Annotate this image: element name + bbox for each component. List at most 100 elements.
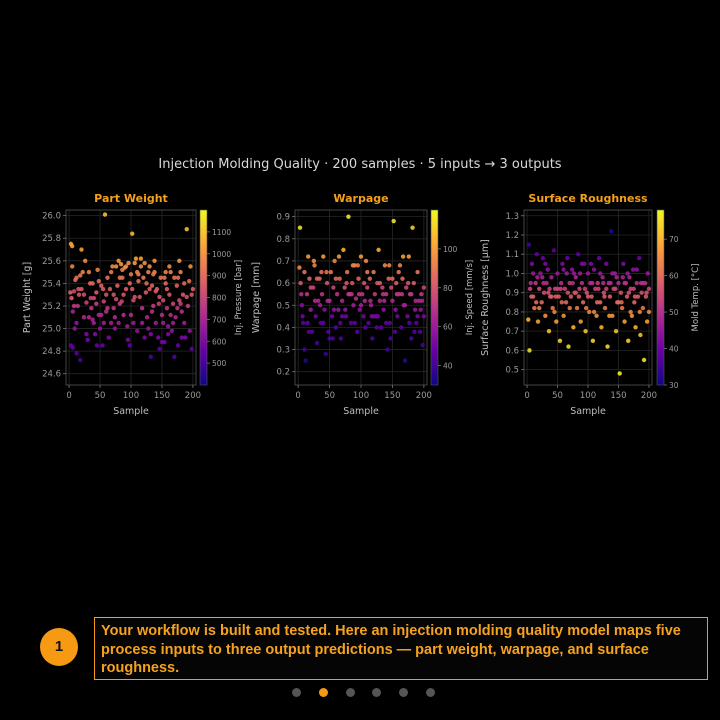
data-point: [305, 320, 310, 326]
data-point: [534, 252, 539, 257]
pagination-dot[interactable]: [318, 688, 328, 697]
data-point: [104, 309, 109, 314]
x-tick-label: 50: [95, 391, 106, 401]
data-point: [311, 258, 317, 264]
data-point: [110, 264, 115, 269]
pagination-dot[interactable]: [372, 688, 382, 697]
data-point: [374, 325, 379, 330]
chart-title: Warpage: [333, 192, 388, 205]
x-tick-label: 100: [123, 391, 139, 401]
chart-panel: 0 50 100 150 200 24.6 24.8 25.0 25.2 25.4 25.6 25.8…: [22, 192, 244, 417]
data-point: [407, 320, 412, 326]
data-point: [571, 325, 576, 330]
data-point: [608, 228, 614, 234]
colorbar-tick-label: 50: [669, 308, 679, 317]
data-point: [532, 305, 537, 311]
data-point: [568, 294, 574, 299]
data-point: [82, 258, 88, 264]
data-point: [131, 298, 136, 303]
data-point: [590, 338, 596, 343]
data-point: [94, 301, 99, 306]
data-point: [112, 315, 118, 320]
data-point: [182, 281, 187, 286]
data-point: [604, 261, 609, 267]
data-point: [604, 286, 609, 292]
data-point: [300, 314, 305, 319]
y-tick-label: 25.6: [42, 257, 61, 267]
y-tick-label: 1.0: [505, 269, 519, 279]
data-point: [70, 309, 76, 314]
x-tick-label: 0: [66, 391, 71, 401]
data-point: [414, 320, 419, 326]
data-point: [622, 319, 627, 324]
x-tick-label: 0: [295, 391, 300, 401]
data-point: [605, 344, 610, 349]
data-point: [105, 306, 110, 311]
data-point: [324, 280, 330, 286]
pagination-dot[interactable]: [292, 688, 301, 697]
data-point: [152, 258, 157, 264]
data-point: [90, 317, 95, 322]
y-axis-label: Surface Roughness [µm]: [480, 239, 491, 356]
data-point: [381, 307, 386, 312]
data-point: [167, 292, 172, 297]
y-tick-label: 1.2: [505, 231, 519, 241]
data-point: [358, 303, 364, 308]
data-point: [383, 291, 389, 297]
data-point: [413, 298, 418, 304]
data-point: [588, 261, 594, 267]
data-point: [637, 255, 642, 261]
colorbar-label: Mold Temp. [°C]: [691, 264, 701, 332]
data-point: [365, 269, 370, 275]
data-point: [157, 346, 162, 352]
data-point: [146, 326, 151, 331]
data-point: [147, 264, 152, 269]
data-point: [92, 331, 98, 337]
data-point: [591, 309, 597, 315]
chart-panel: 0 50 100 150 200 0.5 0.6 0.7 0.8 0.9 1.0 1.1 1.2 1.3 S…: [480, 192, 701, 417]
data-point: [645, 271, 650, 276]
data-point: [549, 275, 554, 280]
data-point: [628, 309, 633, 315]
data-point: [386, 276, 391, 281]
data-point: [91, 320, 97, 326]
data-point: [397, 263, 403, 268]
y-tick-label: 0.6: [276, 279, 290, 289]
data-point: [307, 276, 312, 281]
colorbar: [199, 209, 208, 386]
callout-text: Your workflow is built and tested. Here …: [101, 623, 681, 676]
data-point: [409, 336, 414, 341]
data-point: [169, 328, 175, 334]
data-point: [540, 255, 546, 261]
data-point: [117, 275, 123, 280]
pagination-dot[interactable]: [426, 688, 435, 697]
x-tick-label: 50: [324, 391, 335, 401]
data-point: [565, 255, 570, 261]
data-point: [97, 326, 103, 331]
data-point: [111, 292, 116, 297]
data-point: [632, 300, 637, 305]
data-point: [406, 254, 411, 259]
data-point: [316, 298, 321, 304]
colorbar-label: Inj. Speed [mm/s]: [465, 260, 475, 336]
data-point: [404, 285, 409, 290]
data-point: [372, 291, 378, 297]
colorbar-tick-label: 1000: [212, 250, 231, 259]
figure: Injection Molding Quality · 200 samples …: [22, 157, 701, 417]
data-point: [625, 271, 630, 276]
pagination-dot[interactable]: [399, 688, 409, 697]
y-tick-label: 26.0: [42, 212, 61, 222]
data-point: [167, 264, 172, 269]
data-point: [412, 329, 417, 335]
data-point: [376, 247, 381, 253]
colorbar-tick-label: 600: [212, 337, 227, 346]
data-point: [633, 325, 638, 330]
data-point: [644, 319, 650, 324]
data-point: [338, 336, 344, 341]
data-point: [163, 269, 168, 275]
data-point: [147, 286, 152, 292]
data-point: [629, 313, 635, 318]
pagination-dot[interactable]: [345, 688, 355, 697]
data-point: [101, 299, 106, 304]
data-point: [363, 258, 369, 264]
